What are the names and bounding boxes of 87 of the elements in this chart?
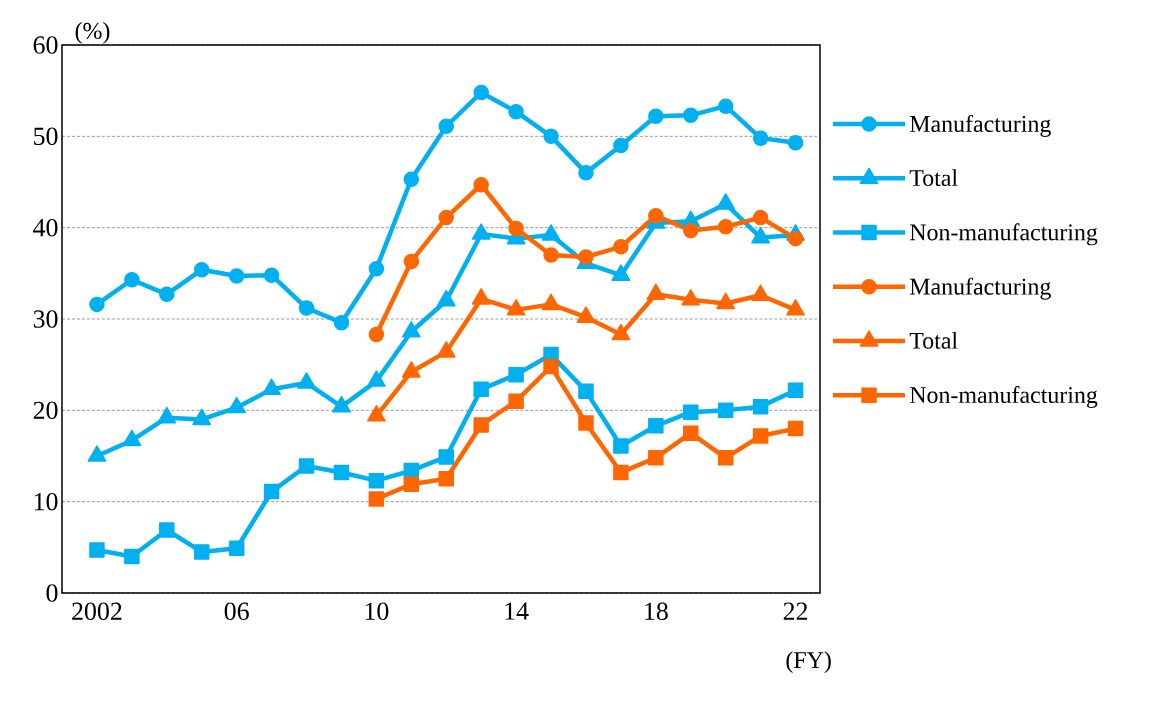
point: [508, 220, 524, 237]
point: [613, 438, 629, 454]
legend-label: Non-manufacturing: [909, 223, 1098, 246]
point: [473, 176, 489, 193]
point: [89, 542, 105, 558]
x-tick-label: 2002: [72, 602, 122, 620]
point: [717, 219, 734, 235]
point: [333, 314, 350, 331]
legend-label: Total: [909, 331, 958, 349]
point: [124, 548, 140, 565]
point: [438, 471, 454, 487]
legend-label: Manufacturing: [909, 277, 1051, 300]
point: [752, 209, 769, 226]
point: [368, 326, 385, 343]
point: [683, 222, 699, 239]
point: [298, 458, 315, 474]
point: [89, 296, 105, 313]
point: [228, 268, 245, 284]
point: [543, 128, 559, 145]
point: [193, 261, 210, 278]
x-tick-label: 14: [505, 602, 529, 620]
point: [787, 134, 804, 151]
point: [648, 208, 664, 224]
point: [648, 108, 664, 124]
x-tick-label: 06: [224, 602, 249, 620]
point: [193, 544, 210, 560]
point: [613, 464, 629, 481]
point: [578, 165, 594, 181]
legend-label: Non-manufacturing: [909, 386, 1098, 409]
point: [648, 418, 664, 434]
point: [298, 300, 315, 316]
x-tick-label: 22: [783, 602, 808, 620]
point: [787, 420, 804, 437]
point: [683, 404, 699, 420]
point: [403, 253, 420, 270]
point: [578, 415, 594, 431]
point: [403, 476, 420, 493]
point: [124, 271, 140, 288]
point: [578, 383, 594, 399]
point: [752, 130, 769, 146]
point: [717, 98, 734, 114]
point: [473, 417, 489, 433]
point: [333, 464, 350, 481]
point: [683, 425, 699, 441]
point: [263, 267, 280, 283]
y-tick-label: 40: [33, 218, 58, 237]
y-tick-label: 10: [34, 492, 58, 511]
point: [578, 249, 594, 265]
point: [613, 137, 629, 154]
point: [368, 261, 385, 277]
y-tick-label: 50: [34, 127, 58, 146]
x-axis-title: (FY): [786, 651, 831, 674]
point: [228, 540, 245, 556]
y-tick-label: 30: [33, 310, 58, 328]
y-tick-label: 0: [46, 584, 58, 602]
point: [438, 209, 454, 226]
point: [438, 449, 454, 465]
point: [648, 450, 664, 466]
point: [717, 402, 734, 419]
point: [787, 382, 804, 398]
point: [752, 428, 769, 444]
point: [508, 103, 524, 120]
point: [473, 84, 489, 101]
point: [473, 381, 489, 398]
x-tick-label: 10: [365, 602, 389, 620]
y-axis-title: (%): [75, 22, 110, 44]
point: [717, 450, 734, 466]
point: [403, 171, 420, 188]
point: [787, 230, 804, 247]
point: [368, 472, 385, 489]
point: [159, 522, 175, 538]
x-tick-label: 18: [645, 602, 668, 620]
point: [159, 286, 175, 303]
point: [543, 247, 559, 263]
y-tick-label: 60: [33, 36, 58, 54]
point: [683, 107, 699, 124]
legend-label: Manufacturing: [909, 114, 1051, 137]
point: [752, 398, 769, 415]
legend-label: Total: [909, 169, 958, 187]
point: [508, 393, 524, 409]
point: [263, 483, 280, 500]
point: [368, 491, 385, 507]
point: [508, 366, 524, 383]
point: [613, 239, 629, 255]
point: [543, 358, 559, 375]
point: [438, 118, 454, 135]
y-tick-label: 20: [33, 401, 58, 420]
